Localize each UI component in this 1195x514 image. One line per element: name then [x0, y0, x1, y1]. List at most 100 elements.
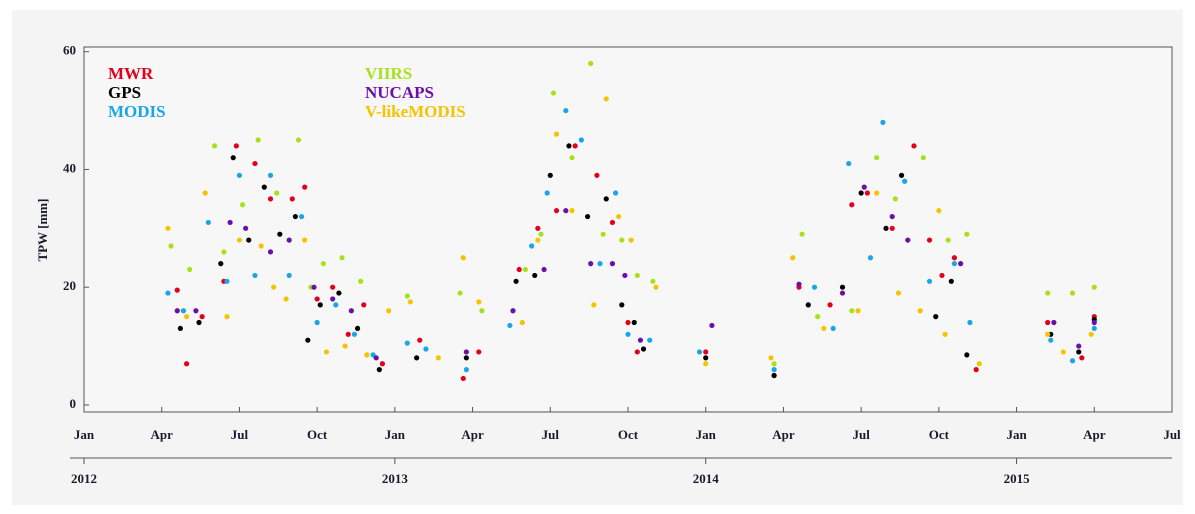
point: [165, 225, 171, 231]
point: [252, 160, 258, 167]
point: [634, 272, 640, 279]
point: [239, 202, 246, 208]
point: [911, 143, 917, 149]
point: [261, 184, 267, 190]
point: [541, 266, 547, 273]
point: [973, 367, 979, 373]
point: [460, 255, 466, 261]
point: [246, 237, 252, 243]
point: [830, 325, 836, 332]
point: [612, 190, 619, 196]
point: [653, 284, 659, 290]
x-tick-label: Oct: [307, 427, 328, 442]
point: [933, 314, 939, 320]
point: [283, 296, 289, 302]
point: [513, 278, 519, 284]
point: [221, 249, 227, 255]
point: [423, 346, 429, 352]
point: [267, 172, 274, 178]
point: [889, 213, 895, 220]
point: [230, 155, 236, 161]
point: [594, 172, 600, 178]
point: [305, 337, 311, 343]
point: [768, 355, 774, 361]
point: [516, 266, 522, 273]
point: [538, 231, 544, 237]
point: [1091, 284, 1097, 290]
point: [463, 367, 469, 373]
point: [379, 361, 386, 367]
point: [609, 261, 616, 267]
point: [553, 131, 560, 137]
point: [917, 308, 923, 314]
plot-area: [83, 46, 1173, 413]
point: [476, 349, 482, 355]
point: [1069, 358, 1076, 364]
x-tick-label: Apr: [461, 427, 484, 442]
point: [846, 160, 852, 167]
point: [196, 319, 202, 326]
point: [407, 299, 413, 305]
point: [603, 96, 609, 102]
point: [563, 107, 569, 114]
year-label: 2015: [1004, 471, 1031, 486]
point: [584, 213, 591, 220]
point: [302, 237, 308, 243]
point: [277, 231, 283, 237]
y-tick-label: 60: [63, 43, 76, 58]
point: [330, 284, 336, 290]
point: [858, 190, 864, 196]
point: [476, 299, 482, 305]
point: [880, 119, 886, 125]
x-tick-label: Jul: [231, 427, 249, 442]
legend-entry: V-likeMODIS: [365, 102, 466, 121]
point: [889, 225, 895, 231]
point: [936, 208, 942, 214]
point: [1091, 325, 1097, 332]
point: [976, 361, 982, 367]
point: [874, 155, 880, 161]
point: [224, 314, 230, 320]
point: [404, 340, 410, 346]
point: [650, 278, 656, 284]
point: [597, 261, 603, 267]
point: [864, 190, 870, 196]
point: [314, 296, 320, 302]
point: [1076, 349, 1082, 355]
point: [883, 225, 889, 231]
y-tick-label: 20: [63, 278, 76, 293]
point: [647, 337, 653, 343]
y-tick-label: 40: [63, 160, 76, 175]
point: [177, 325, 183, 332]
point: [703, 355, 709, 361]
point: [600, 231, 606, 237]
point: [625, 331, 631, 337]
point: [709, 322, 715, 329]
point: [1091, 319, 1097, 326]
point: [563, 208, 569, 214]
point: [926, 237, 933, 243]
point: [205, 219, 211, 226]
point: [342, 343, 348, 349]
point: [805, 302, 811, 308]
point: [609, 219, 616, 226]
point: [373, 355, 379, 361]
point: [535, 225, 541, 231]
point: [202, 190, 208, 196]
point: [696, 349, 703, 355]
point: [364, 352, 370, 358]
point: [867, 255, 874, 261]
x-tick-label: Jul: [1163, 427, 1181, 442]
point: [1051, 319, 1057, 326]
point: [572, 143, 578, 149]
x-tick-label: Apr: [1083, 427, 1106, 442]
point: [348, 308, 354, 314]
x-tick-label: Jan: [74, 427, 95, 442]
point: [180, 308, 187, 314]
point: [463, 349, 469, 355]
point: [625, 319, 631, 326]
point: [376, 367, 382, 373]
point: [414, 355, 420, 361]
point: [799, 231, 805, 237]
